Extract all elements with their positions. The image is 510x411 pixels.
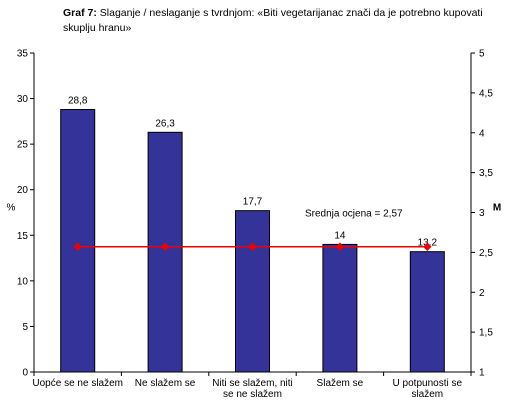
category-label-line: Niti se slažem, niti <box>212 378 293 389</box>
y-tick-label-left: 30 <box>17 94 29 105</box>
data-label-2: 26,3 <box>155 118 175 129</box>
bar-5 <box>409 251 445 373</box>
category-label-line: Slažem se <box>317 378 364 389</box>
category-label-line: slažem <box>411 389 443 400</box>
y-tick-label-left: 20 <box>17 185 29 196</box>
chart-title: Graf 7: Slaganje / neslaganje s tvrdnjom… <box>63 6 483 36</box>
mean-marker-4 <box>335 242 345 252</box>
y-tick-label-right: 4,5 <box>479 88 493 99</box>
y-tick-label-right: 1 <box>479 368 485 379</box>
y-tick-label-right: 1,5 <box>479 328 493 339</box>
category-label-5: U potpunosti se slažem <box>393 378 463 400</box>
category-label-4: Slažem se <box>317 378 364 389</box>
y-tick-label-left: 0 <box>22 368 28 379</box>
bar-2 <box>147 131 183 373</box>
mean-marker-3 <box>248 242 257 252</box>
bar-3 <box>235 210 270 373</box>
axes-group: Uopće se ne slažem Ne slažem se Niti se sl… <box>7 49 502 401</box>
y-tick-label-right: 2,5 <box>479 248 493 259</box>
y-tick-label-left: 15 <box>17 231 29 242</box>
mean-line-label: Srednja ocjena = 2,57 <box>305 209 403 220</box>
bar-1 <box>60 109 96 373</box>
data-label-3: 17,7 <box>243 197 263 208</box>
category-label-line: Ne slažem se <box>135 378 196 389</box>
bar-4 <box>322 243 358 373</box>
category-label-2: Ne slažem se <box>135 378 196 389</box>
y-axis-label: % <box>7 203 16 214</box>
mean-marker-5 <box>423 242 432 252</box>
y-tick-label-right: 2 <box>479 288 485 299</box>
data-label-4: 14 <box>334 230 346 241</box>
y-tick-label-right: 3,5 <box>479 168 493 179</box>
mean-line-group: Srednja ocjena = 2,57 <box>73 209 432 252</box>
bars-group: 28,826,317,71413,2 <box>60 96 445 373</box>
chart-title-text: Slaganje / neslaganje s tvrdnjom: «Biti … <box>63 7 483 34</box>
y-tick-label-left: 10 <box>17 276 29 287</box>
y-tick-label-left: 25 <box>17 140 29 151</box>
y-tick-label-right: 4 <box>479 128 485 139</box>
chart-title-prefix: Graf 7: <box>63 7 97 19</box>
mean-marker-2 <box>160 242 170 252</box>
mean-marker-1 <box>73 242 82 252</box>
data-label-1: 28,8 <box>68 96 88 107</box>
y-tick-label-right: 5 <box>479 49 485 60</box>
y2-axis-label: M <box>493 203 501 214</box>
y-tick-label-left: 5 <box>22 322 28 333</box>
y-tick-label-left: 35 <box>17 49 29 60</box>
category-label-line: U potpunosti se <box>393 378 463 389</box>
category-label-line: se ne slažem <box>223 389 282 400</box>
category-label-1: Uopće se ne slažem <box>32 378 123 389</box>
y-tick-label-right: 3 <box>479 208 485 219</box>
category-label-3: Niti se slažem, niti se ne slažem <box>212 378 293 400</box>
category-label-line: Uopće se ne slažem <box>32 378 123 389</box>
